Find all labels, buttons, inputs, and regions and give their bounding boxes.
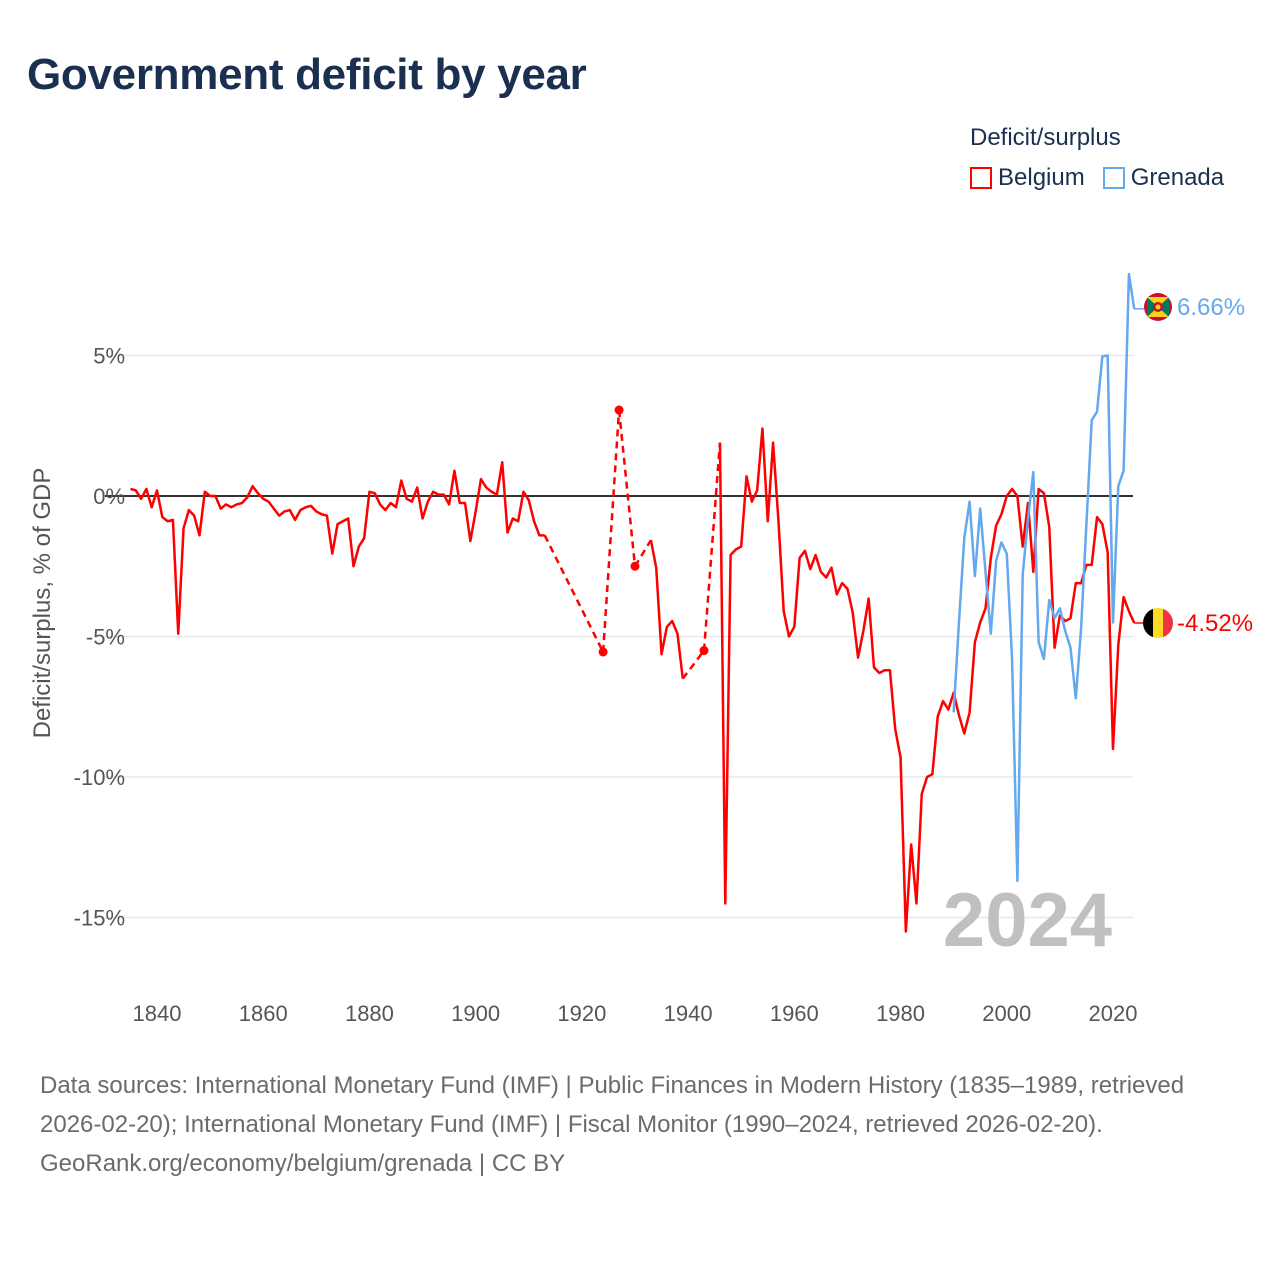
- series-belgium: [130, 405, 1144, 933]
- y-tick-label: 0%: [93, 484, 125, 509]
- credit-link[interactable]: GeoRank.org/economy/belgium/grenada | CC…: [40, 1150, 566, 1177]
- legend-title: Deficit/surplus: [970, 124, 1121, 151]
- y-axis-title: Deficit/surplus, % of GDP: [29, 468, 56, 739]
- data-sources: Data sources: International Monetary Fun…: [40, 1072, 1185, 1138]
- legend-label-belgium: Belgium: [998, 164, 1085, 191]
- belgium-line: [130, 461, 545, 635]
- year-watermark: 2024: [943, 878, 1112, 963]
- belgium-point: [598, 647, 608, 657]
- legend-label-grenada: Grenada: [1130, 164, 1225, 191]
- legend-swatch-grenada: [1102, 167, 1125, 189]
- legend-item-grenada[interactable]: Grenada: [1102, 164, 1225, 192]
- legend: Deficit/surplus Belgium Grenada: [970, 124, 1224, 192]
- gridlines: [105, 354, 1133, 919]
- chart-title: Government deficit by year: [27, 50, 587, 99]
- belgium-gap-line: [543, 534, 605, 653]
- grenada-end-label: 6.66%: [1177, 294, 1245, 321]
- belgium-gap-line: [633, 539, 652, 567]
- x-tick-label: 1880: [345, 1001, 394, 1026]
- grenada-flag-icon: [1144, 293, 1172, 321]
- x-tick-label: 1980: [876, 1001, 925, 1026]
- x-tick-label: 2000: [982, 1001, 1031, 1026]
- legend-swatch-belgium: [970, 167, 992, 189]
- y-tick-label: 5%: [93, 344, 125, 369]
- belgium-gap-line: [681, 649, 706, 680]
- belgium-line: [718, 427, 1136, 933]
- belgium-point: [699, 646, 709, 656]
- footer: Data sources: International Monetary Fun…: [40, 1066, 1250, 1183]
- series-lines: [130, 272, 1144, 933]
- belgium-flag-icon: [1143, 608, 1173, 638]
- y-tick-label: -15%: [74, 906, 125, 931]
- belgium-end-label: -4.52%: [1177, 610, 1253, 637]
- x-tick-label: 2020: [1089, 1001, 1138, 1026]
- belgium-point: [630, 561, 640, 571]
- y-tick-label: -10%: [74, 765, 125, 790]
- legend-item-belgium[interactable]: Belgium: [970, 164, 1085, 192]
- end-labels: 6.66% -4.52%: [1143, 293, 1253, 638]
- x-tick-label: 1960: [770, 1001, 819, 1026]
- series-grenada: [952, 272, 1144, 883]
- belgium-gap-line: [601, 409, 621, 653]
- x-axis-ticks: 1840 1860 1880 1900 1920 1940 1960 1980 2000 2020: [133, 1001, 1138, 1026]
- x-tick-label: 1940: [664, 1001, 713, 1026]
- belgium-gap-line: [617, 409, 637, 567]
- x-tick-label: 1900: [451, 1001, 500, 1026]
- x-tick-label: 1860: [239, 1001, 288, 1026]
- grenada-line: [952, 272, 1136, 883]
- x-tick-label: 1840: [133, 1001, 182, 1026]
- belgium-gap-line: [702, 442, 722, 651]
- x-tick-label: 1920: [557, 1001, 606, 1026]
- belgium-point: [614, 405, 624, 415]
- belgium-line: [649, 539, 685, 679]
- y-tick-label: -5%: [86, 625, 125, 650]
- y-axis-ticks: 5% 0% -5% -10% -15%: [74, 344, 125, 931]
